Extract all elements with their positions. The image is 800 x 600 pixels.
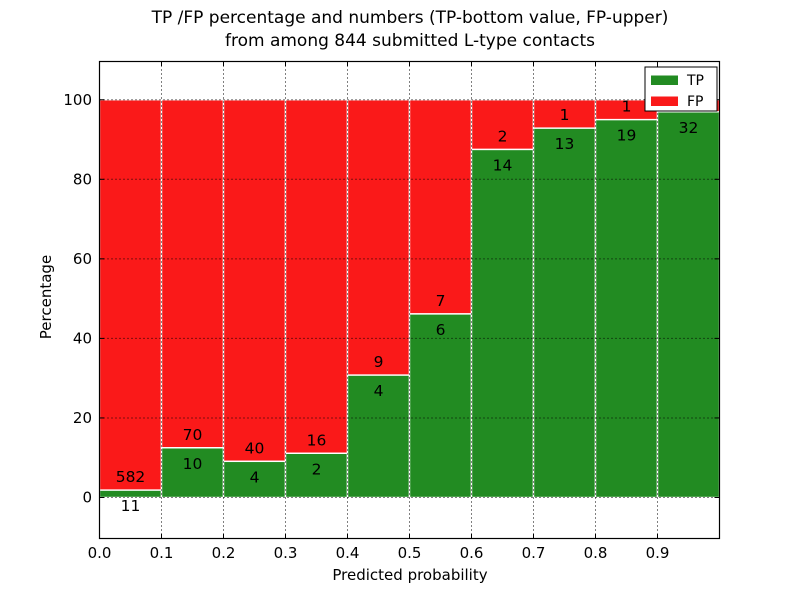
bar-fp-count-label: 70: [183, 426, 203, 444]
y-tick-label: 20: [73, 409, 92, 427]
bar-tp-segment: [656, 111, 721, 499]
y-tick-label: 0: [82, 489, 92, 507]
bar-tp-count-label: 2: [312, 460, 322, 478]
bar-fp-segment: [532, 99, 597, 129]
bar-tp-count-label: 14: [493, 156, 513, 174]
bar-fp-segment: [284, 99, 349, 455]
bar-tp-segment: [470, 148, 535, 499]
bar-tp-segment: [222, 460, 287, 499]
bar-tp-segment: [408, 313, 473, 499]
y-tick-label: 60: [73, 250, 92, 268]
x-tick-label: 0.7: [522, 544, 546, 562]
legend-label-tp: TP: [686, 73, 704, 89]
bar-fp-count-label: 40: [245, 439, 265, 457]
bar-tp-count-label: 19: [617, 127, 637, 145]
x-tick-label: 0.8: [584, 544, 608, 562]
y-tick-label: 100: [63, 91, 92, 109]
bar-fp-count-label: 1: [560, 106, 570, 124]
bar-fp-count-label: 9: [374, 353, 384, 371]
bar-tp-count-label: 11: [121, 497, 141, 515]
bar-fp-segment: [470, 99, 535, 151]
x-tick-label: 0.2: [212, 544, 236, 562]
y-tick-label: 40: [73, 329, 92, 347]
bar-fp-count-label: 7: [436, 292, 446, 310]
x-tick-label: 0.5: [398, 544, 422, 562]
legend-swatch-fp: [651, 96, 678, 106]
bar-tp-count-label: 4: [374, 382, 384, 400]
bar-tp-count-label: 32: [679, 119, 699, 137]
x-tick-label: 0.6: [460, 544, 484, 562]
x-tick-label: 0.3: [274, 544, 298, 562]
bar-tp-segment: [594, 118, 659, 499]
bar-fp-segment: [98, 99, 163, 491]
x-tick-label: 0.1: [150, 544, 174, 562]
bar-fp-segment: [408, 99, 473, 315]
bar-fp-count-label: 1: [622, 98, 632, 116]
bar-tp-count-label: 6: [436, 321, 446, 339]
bar-tp-segment: [284, 452, 349, 499]
bar-fp-count-label: 16: [307, 431, 327, 449]
bar-fp-segment: [346, 99, 411, 376]
bar-fp-segment: [222, 99, 287, 463]
chart-title: TP /FP percentage and numbers (TP-bottom…: [100, 7, 720, 53]
chart-title-line2: from among 844 submitted L-type contacts: [224, 31, 595, 51]
x-tick-label: 0.0: [88, 544, 112, 562]
chart-title-line1: TP /FP percentage and numbers (TP-bottom…: [151, 8, 669, 28]
x-axis-label: Predicted probability: [332, 566, 488, 584]
x-tick-label: 0.9: [646, 544, 670, 562]
legend-label-fp: FP: [687, 94, 704, 110]
bar-fp-segment: [160, 99, 225, 449]
bar-fp-count-label: 582: [116, 468, 146, 486]
x-tick-label: 0.4: [336, 544, 360, 562]
bar-tp-segment: [532, 127, 597, 499]
bar-tp-count-label: 10: [183, 455, 203, 473]
legend-swatch-tp: [651, 75, 678, 85]
bar-tp-count-label: 13: [555, 135, 575, 153]
y-tick-label: 80: [73, 170, 92, 188]
bar-fp-count-label: 2: [498, 127, 508, 145]
bar-tp-count-label: 4: [250, 468, 260, 486]
